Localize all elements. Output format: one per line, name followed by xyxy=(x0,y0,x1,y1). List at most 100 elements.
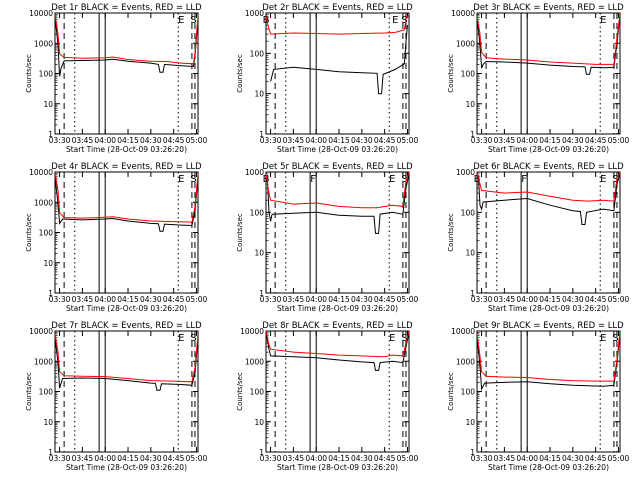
plot-frame xyxy=(265,171,410,294)
interval-flag: E xyxy=(389,333,395,344)
x-tick-label: 04:00 xyxy=(516,454,538,463)
y-tick-label: 100 xyxy=(39,229,54,238)
series-line-events xyxy=(267,173,409,234)
panel-det-6: Det 6r BLACK = Events, RED = LLD 1 10 100 10… xyxy=(447,162,630,313)
series-line-events xyxy=(55,337,198,391)
y-tick-label: 1 xyxy=(470,448,475,457)
x-tick-label: 04:45 xyxy=(374,295,396,304)
x-tick-label: 04:45 xyxy=(163,295,185,304)
interval-flag: S xyxy=(401,333,407,344)
panel-det-8: Det 8r BLACK = Events, RED = LLD 1 10 100 10… xyxy=(236,321,419,472)
interval-flag: S xyxy=(190,333,196,344)
x-tick-label: 04:45 xyxy=(585,454,607,463)
x-tick-label: 04:45 xyxy=(163,136,185,145)
y-tick-label: 1 xyxy=(259,289,264,298)
x-tick-label: 03:30 xyxy=(260,136,282,145)
y-tick-label: 1 xyxy=(259,130,264,139)
x-tick-label: 04:30 xyxy=(140,295,162,304)
y-tick-label: 100 xyxy=(250,208,265,217)
y-tick-label: 10 xyxy=(254,249,264,258)
x-tick-label: 03:45 xyxy=(72,454,94,463)
y-tick-label: 1 xyxy=(48,289,53,298)
x-tick-label: 04:00 xyxy=(94,295,116,304)
x-tick-label: 05:00 xyxy=(397,454,419,463)
series-line-events xyxy=(478,173,620,225)
series-line-events xyxy=(55,176,198,232)
y-tick-label: 100 xyxy=(250,388,265,397)
interval-flag: F xyxy=(310,174,316,185)
x-tick-label: 05:00 xyxy=(397,136,419,145)
x-tick-label: 05:00 xyxy=(186,136,208,145)
x-tick-label: 05:00 xyxy=(397,295,419,304)
x-tick-label: 04:00 xyxy=(94,136,116,145)
x-axis-label: Start Time (28-Oct-09 03:26:20) xyxy=(488,145,609,154)
interval-flag: B xyxy=(263,15,270,26)
series-line-events xyxy=(477,14,620,75)
y-tick-label: 1000 xyxy=(245,168,264,177)
y-tick-label: 1 xyxy=(259,448,264,457)
interval-flag: E xyxy=(600,333,606,344)
panel-det-4: Det 4r BLACK = Events, RED = LLD 1 10 100 10… xyxy=(25,162,208,313)
series-line-events xyxy=(477,333,620,391)
x-tick-label: 05:00 xyxy=(608,454,630,463)
x-tick-label: 03:45 xyxy=(494,136,516,145)
y-tick-label: 1 xyxy=(470,289,475,298)
x-axis-label: Start Time (28-Oct-09 03:26:20) xyxy=(66,304,187,313)
x-axis-label: Start Time (28-Oct-09 03:26:20) xyxy=(66,145,187,154)
x-tick-label: 05:00 xyxy=(186,454,208,463)
x-tick-label: 03:30 xyxy=(260,295,282,304)
y-axis-label: Counts/sec xyxy=(236,54,244,93)
y-tick-label: 10 xyxy=(43,259,53,268)
y-tick-label: 1000 xyxy=(34,39,53,48)
x-tick-label: 03:45 xyxy=(72,136,94,145)
y-tick-label: 100 xyxy=(39,388,54,397)
x-tick-label: 03:30 xyxy=(49,454,71,463)
x-tick-label: 03:45 xyxy=(72,295,94,304)
y-tick-label: 100 xyxy=(250,49,265,58)
x-tick-label: 04:45 xyxy=(374,454,396,463)
x-tick-label: 04:30 xyxy=(562,454,584,463)
y-axis-label: Counts/sec xyxy=(25,213,33,252)
series-line-lld xyxy=(266,331,409,358)
y-tick-label: 100 xyxy=(461,208,476,217)
interval-flag: F xyxy=(521,174,527,185)
panel-det-5: Det 5r BLACK = Events, RED = LLD 1 10 100 10… xyxy=(236,162,419,313)
interval-flag: S xyxy=(401,15,407,26)
panel-title: Det 5r BLACK = Events, RED = LLD xyxy=(262,162,413,172)
y-axis-label: Counts/sec xyxy=(236,213,244,252)
y-tick-label: 1000 xyxy=(34,198,53,207)
x-axis-label: Start Time (28-Oct-09 03:26:20) xyxy=(277,463,398,472)
interval-flag: B xyxy=(263,174,270,185)
interval-flag: S xyxy=(612,333,618,344)
interval-flag: S xyxy=(190,15,196,26)
x-tick-label: 04:30 xyxy=(562,295,584,304)
y-tick-label: 1000 xyxy=(456,39,475,48)
x-tick-label: 03:45 xyxy=(283,454,305,463)
x-tick-label: 03:30 xyxy=(260,454,282,463)
series-line-lld xyxy=(55,333,198,383)
y-axis-label: Counts/sec xyxy=(447,54,455,93)
y-tick-label: 10000 xyxy=(451,9,475,18)
interval-flag: S xyxy=(401,174,407,185)
interval-flag: E xyxy=(600,174,606,185)
y-tick-label: 1000 xyxy=(456,168,475,177)
x-tick-label: 05:00 xyxy=(608,136,630,145)
panel-title: Det 3r BLACK = Events, RED = LLD xyxy=(473,3,624,13)
x-tick-label: 04:15 xyxy=(117,136,139,145)
x-tick-label: 04:45 xyxy=(374,136,396,145)
x-tick-label: 04:15 xyxy=(328,136,350,145)
x-tick-label: 04:15 xyxy=(328,454,350,463)
panel-title: Det 4r BLACK = Events, RED = LLD xyxy=(51,162,202,172)
interval-flag: S xyxy=(612,174,618,185)
x-tick-label: 03:30 xyxy=(471,295,493,304)
interval-flag: E xyxy=(600,15,606,26)
y-tick-label: 1000 xyxy=(245,357,264,366)
x-tick-label: 04:30 xyxy=(140,454,162,463)
panel-det-9: Det 9r BLACK = Events, RED = LLD 1 10 100 10… xyxy=(447,321,630,472)
x-tick-label: 04:30 xyxy=(351,454,373,463)
panel-title: Det 1r BLACK = Events, RED = LLD xyxy=(51,3,202,13)
x-tick-label: 03:30 xyxy=(49,295,71,304)
x-tick-label: 05:00 xyxy=(608,295,630,304)
y-tick-label: 10000 xyxy=(29,9,53,18)
